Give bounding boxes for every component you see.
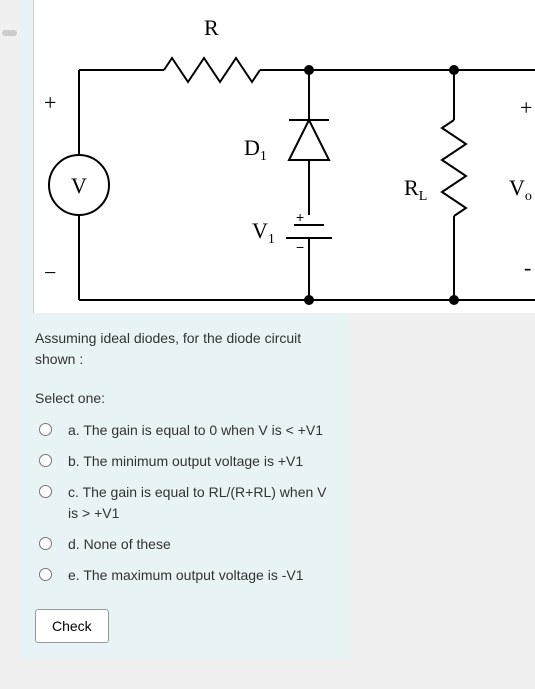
label-v1-plus: + bbox=[296, 209, 304, 225]
label-minus-left: − bbox=[44, 260, 56, 285]
option-e-label: e. The maximum output voltage is -V1 bbox=[62, 565, 335, 586]
label-D1: D1 bbox=[244, 135, 267, 164]
option-d-label: d. None of these bbox=[62, 534, 335, 555]
option-b-label: b. The minimum output voltage is +V1 bbox=[62, 451, 335, 472]
label-v1-minus: − bbox=[296, 239, 304, 255]
option-d-radio[interactable] bbox=[39, 537, 52, 550]
label-plus-left: + bbox=[44, 90, 56, 115]
select-one-prompt: Select one: bbox=[35, 388, 335, 409]
option-e[interactable]: e. The maximum output voltage is -V1 bbox=[35, 560, 335, 591]
label-minus-right: - bbox=[524, 255, 531, 280]
option-b[interactable]: b. The minimum output voltage is +V1 bbox=[35, 446, 335, 477]
option-c-label: c. The gain is equal to RL/(R+RL) when V… bbox=[62, 482, 335, 524]
label-RL: RL bbox=[404, 175, 427, 204]
option-a-radio[interactable] bbox=[39, 423, 52, 436]
option-a-label: a. The gain is equal to 0 when V is < +V… bbox=[62, 420, 335, 441]
option-a[interactable]: a. The gain is equal to 0 when V is < +V… bbox=[35, 415, 335, 446]
option-e-radio[interactable] bbox=[39, 568, 52, 581]
options-list: a. The gain is equal to 0 when V is < +V… bbox=[35, 415, 335, 591]
label-V1: V1 bbox=[252, 218, 275, 247]
label-Vo: Vo bbox=[509, 175, 532, 204]
question-body: Assuming ideal diodes, for the diode cir… bbox=[20, 313, 350, 591]
label-V: V bbox=[71, 173, 87, 198]
check-button[interactable]: Check bbox=[35, 609, 109, 643]
page-scroll-handle[interactable] bbox=[2, 30, 17, 36]
option-c[interactable]: c. The gain is equal to RL/(R+RL) when V… bbox=[35, 477, 335, 529]
option-c-radio[interactable] bbox=[39, 485, 52, 498]
option-d[interactable]: d. None of these bbox=[35, 529, 335, 560]
option-b-radio[interactable] bbox=[39, 454, 52, 467]
question-text: Assuming ideal diodes, for the diode cir… bbox=[35, 328, 335, 370]
label-R: R bbox=[204, 15, 219, 40]
label-plus-right: + bbox=[520, 95, 532, 120]
circuit-diagram: R D1 V1 + − RL Vo V + − + - bbox=[33, 0, 535, 313]
